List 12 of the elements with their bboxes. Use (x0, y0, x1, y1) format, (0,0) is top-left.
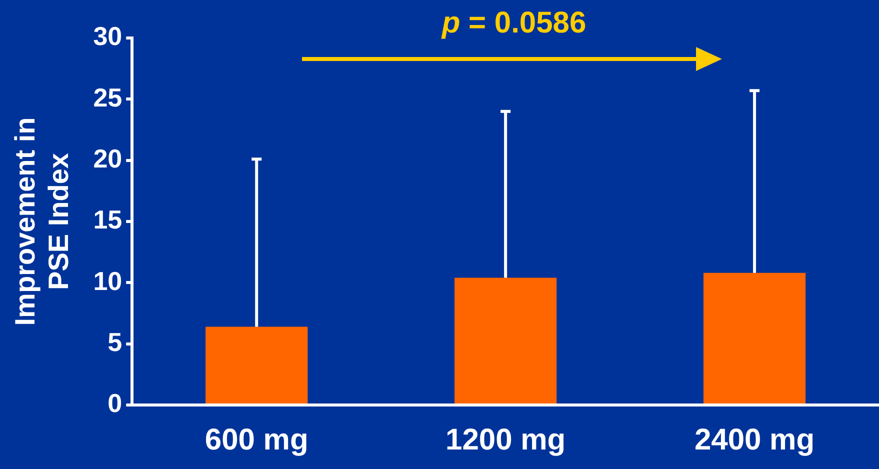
x-tick-label: 600 mg (204, 423, 308, 456)
x-tick-label: 1200 mg (446, 423, 566, 456)
y-tick-label: 20 (93, 144, 122, 174)
y-tick-label: 25 (93, 82, 122, 112)
y-tick-label: 10 (93, 266, 122, 296)
annotation: p = 0.0586 (440, 6, 586, 40)
y-axis-title: Improvement in PSE Index (10, 117, 74, 326)
y-tick-label: 30 (93, 21, 122, 52)
y-tick-label: 5 (108, 327, 122, 358)
x-tick-label: 2400 mg (694, 423, 815, 456)
y-tick-label: 0 (108, 388, 122, 418)
y-tick-label: 15 (93, 204, 122, 235)
